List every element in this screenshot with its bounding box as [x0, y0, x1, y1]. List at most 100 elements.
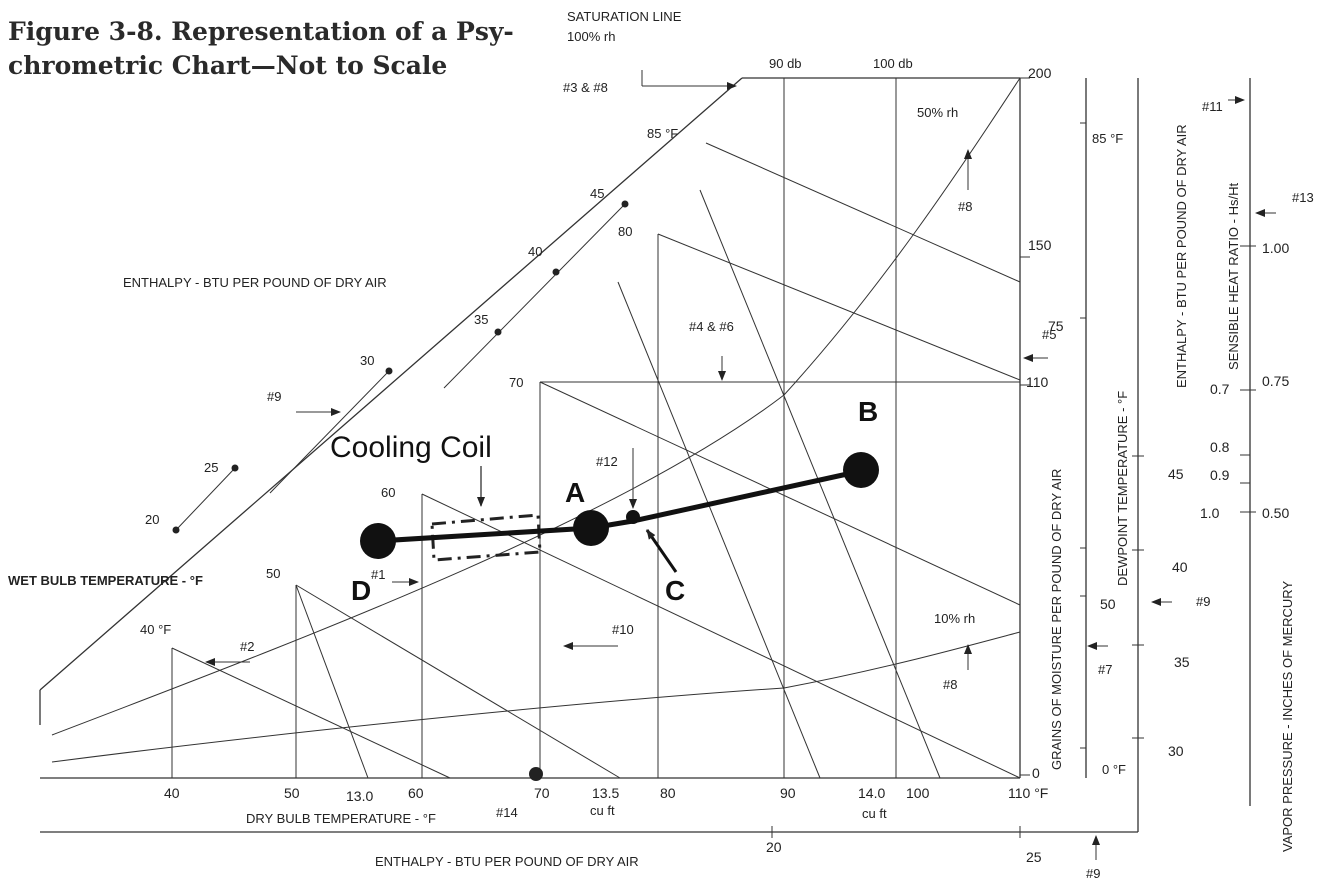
shr-inner-0-7: 0.7 [1210, 381, 1230, 397]
rh-50-label: 50% rh [917, 105, 958, 120]
process-line [377, 468, 862, 544]
point-c-label: C [665, 575, 685, 606]
point-b-marker [843, 452, 879, 488]
dewpoint-tick-45: 45 [1168, 466, 1184, 482]
wb-label-40: 40 °F [140, 622, 171, 637]
moisture-tick-0: 0 [1032, 765, 1040, 781]
wb-line-80 [657, 233, 1021, 381]
shr-tick-1-00: 1.00 [1262, 240, 1289, 256]
rh-10-label: 10% rh [934, 611, 975, 626]
point-c-marker [626, 510, 640, 524]
ref-9-right-label: #9 [1196, 594, 1210, 609]
wb-label-85: 85 °F [647, 126, 678, 141]
volume-14-0-unit: cu ft [862, 806, 887, 821]
saturation-rh-label: 100% rh [567, 29, 615, 44]
volume-13-0-label: 13.0 [346, 788, 373, 804]
wb-line-50 [295, 584, 621, 779]
enthalpy-tick-label-35: 35 [474, 312, 488, 327]
figure-title-line1: Figure 3-8. Representation of a Psy- [8, 17, 514, 46]
dewpoint-tick-85: 85 °F [1092, 131, 1123, 146]
db-100-label: 100 db [873, 56, 913, 71]
enthalpy-tick-label-40: 40 [528, 244, 542, 259]
enthalpy-dot-35 [494, 328, 502, 336]
moisture-tick-150: 150 [1028, 237, 1052, 253]
dry-bulb-axis-label: DRY BULB TEMPERATURE - °F [246, 811, 436, 826]
dewpoint-axis-label: DEWPOINT TEMPERATURE - °F [1115, 391, 1130, 586]
wb-label-80: 80 [618, 224, 632, 239]
cooling-coil-box [430, 513, 542, 562]
volume-14-0-label: 14.0 [858, 785, 885, 801]
db-tick-70: 70 [534, 785, 550, 801]
rh-curve-50 [51, 77, 1021, 736]
volume-13-5-unit: cu ft [590, 803, 615, 818]
rh-curve-10 [51, 631, 1021, 763]
db-tick-60: 60 [408, 785, 424, 801]
wb-line-60 [421, 493, 1021, 779]
volume-line-13-0 [295, 584, 369, 779]
ref-7-label: #7 [1098, 662, 1112, 677]
ref-4-6-label: #4 & #6 [689, 319, 734, 334]
shr-tick-0-75: 0.75 [1262, 373, 1289, 389]
ref-1-label: #1 [371, 567, 385, 582]
db-tick-40: 40 [164, 785, 180, 801]
volume-line-14-0 [699, 189, 941, 779]
volume-13-5-label: 13.5 [592, 785, 619, 801]
shr-axis-label: SENSIBLE HEAT RATIO - Hs/Ht [1226, 183, 1241, 370]
dewpoint-tick-35: 35 [1174, 654, 1190, 670]
point-d-label: D [351, 575, 371, 606]
ref-3-8-label: #3 & #8 [563, 80, 608, 95]
point-c-arrow [645, 529, 678, 573]
enthalpy-tick-label-25: 25 [204, 460, 218, 475]
enthalpy-bottom-label: ENTHALPY - BTU PER POUND OF DRY AIR [375, 854, 639, 869]
dewpoint-tick-0: 0 °F [1102, 762, 1126, 777]
enthalpy-bottom-tick-25: 25 [1026, 849, 1042, 865]
dewpoint-tick-75: 75 [1048, 318, 1064, 334]
db-tick-50: 50 [284, 785, 300, 801]
shr-inner-0-8: 0.8 [1210, 439, 1230, 455]
dewpoint-tick-40: 40 [1172, 559, 1188, 575]
wb-line-85 [705, 142, 1021, 283]
wb-label-70: 70 [509, 375, 523, 390]
enthalpy-scale-segment-2 [269, 370, 390, 494]
point-d-marker [360, 523, 396, 559]
ref-14-dot [529, 767, 543, 781]
right-enthalpy-label: ENTHALPY - BTU PER POUND OF DRY AIR [1174, 124, 1189, 388]
right-enthalpy-ticks [1132, 455, 1144, 739]
moisture-tick-200: 200 [1028, 65, 1052, 81]
dewpoint-tick-50: 50 [1100, 596, 1116, 612]
ref-2-label: #2 [240, 639, 254, 654]
wb-line-70 [539, 381, 1021, 606]
enthalpy-upper-label: ENTHALPY - BTU PER POUND OF DRY AIR [123, 275, 387, 290]
point-a-label: A [565, 477, 585, 508]
point-b-label: B [858, 396, 878, 427]
db-tick-80: 80 [660, 785, 676, 801]
shr-tick-0-50: 0.50 [1262, 505, 1289, 521]
vapor-pressure-label: VAPOR PRESSURE - INCHES OF MERCURY [1280, 581, 1295, 852]
enthalpy-scale-segment-1 [175, 467, 236, 531]
shr-ticks [1240, 245, 1256, 513]
wb-line-40 [171, 647, 451, 779]
db-tick-110: 110 °F [1008, 785, 1048, 801]
figure-title-line2: chrometric Chart—Not to Scale [8, 51, 447, 80]
saturation-line-label: SATURATION LINE [567, 9, 682, 24]
ref-14-label: #14 [496, 805, 518, 820]
shr-inner-0-9: 0.9 [1210, 467, 1230, 483]
ref-9-bottom-label: #9 [1086, 866, 1100, 881]
ref-13-label: #13 [1292, 190, 1314, 205]
ref-10-label: #10 [612, 622, 634, 637]
enthalpy-bottom-tick-20: 20 [766, 839, 782, 855]
point-a-marker [573, 510, 609, 546]
db-90-label: 90 db [769, 56, 802, 71]
enthalpy-dot-30 [385, 367, 393, 375]
ref-8-upper-label: #8 [958, 199, 972, 214]
enthalpy-scale-segment-3 [443, 203, 626, 389]
moisture-axis-label: GRAINS OF MOISTURE PER POUND OF DRY AIR [1049, 469, 1064, 770]
saturation-curve [39, 77, 743, 691]
enthalpy-dot-20 [172, 526, 180, 534]
ref-8-lower-label: #8 [943, 677, 957, 692]
ref-5-label: #5 [1042, 327, 1056, 342]
shr-inner-1-0: 1.0 [1200, 505, 1220, 521]
enthalpy-tick-label-20: 20 [145, 512, 159, 527]
wb-label-60: 60 [381, 485, 395, 500]
